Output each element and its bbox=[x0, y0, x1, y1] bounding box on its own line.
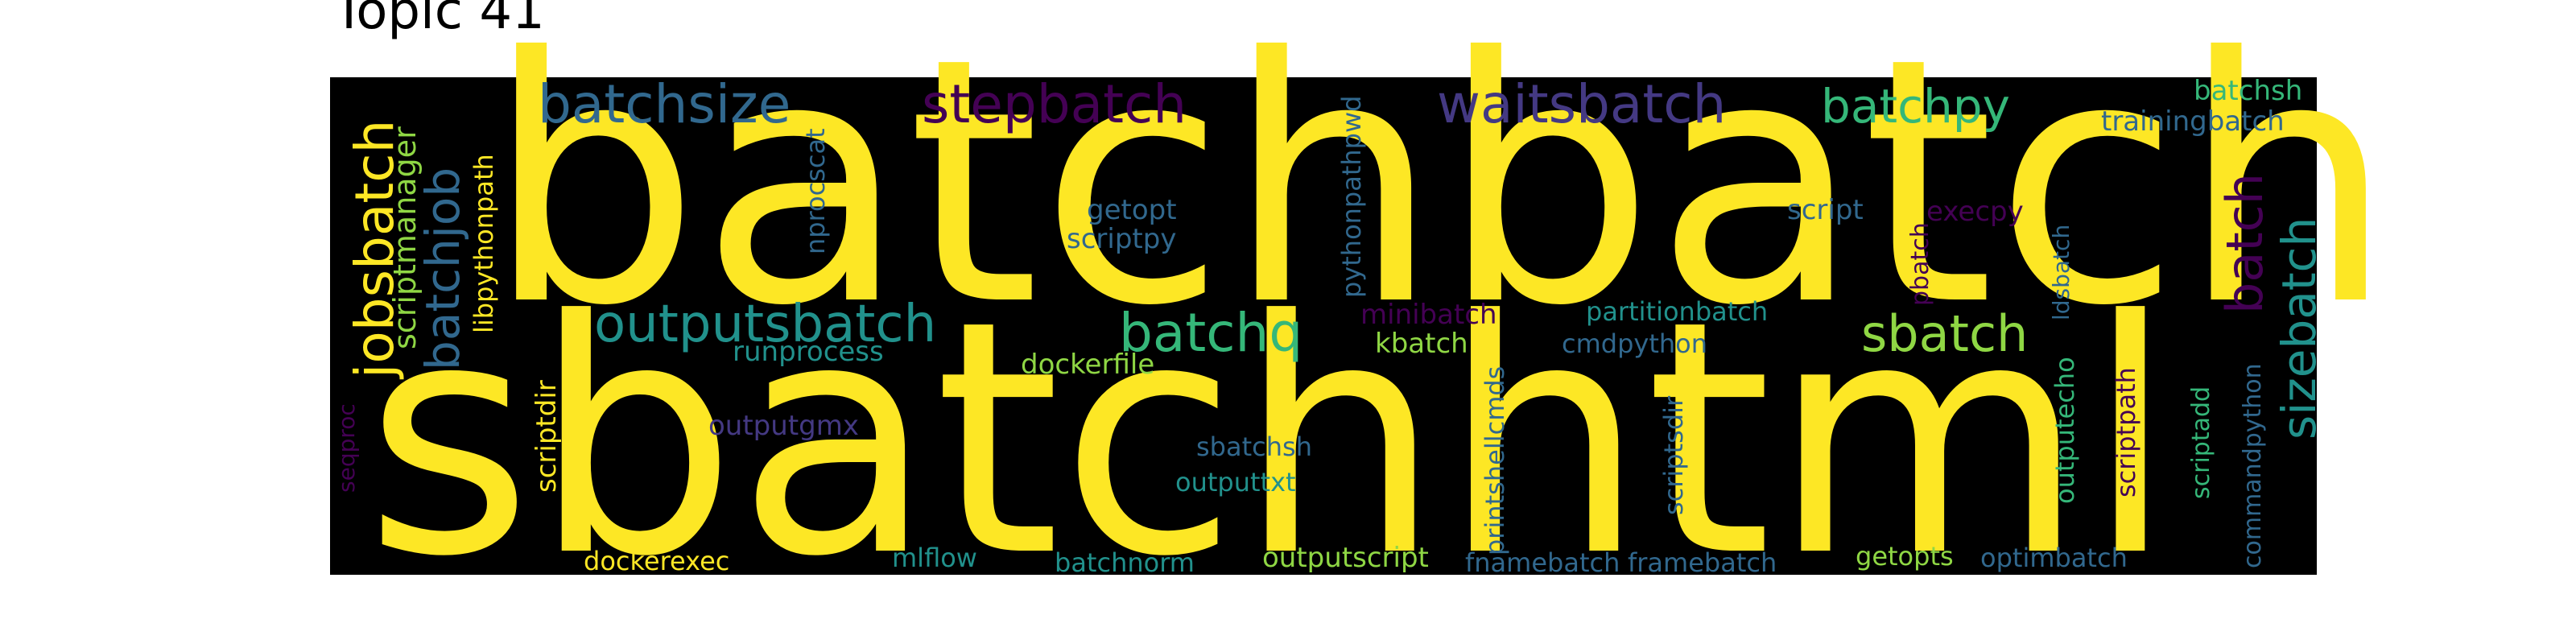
cloud-word: jobsbatch bbox=[344, 120, 406, 380]
cloud-word: libpythonpath bbox=[469, 154, 499, 333]
cloud-word: mlflow bbox=[892, 543, 977, 573]
cloud-word: seqproc bbox=[333, 403, 360, 493]
cloud-word: waitsbatch bbox=[1437, 73, 1726, 135]
cloud-word: ldsbatch bbox=[2048, 225, 2074, 320]
cloud-word: scriptmanager bbox=[387, 126, 423, 349]
cloud-word: framebatch bbox=[1628, 547, 1777, 578]
cloud-word: nprocscat bbox=[800, 128, 831, 254]
cloud-word: partitionbatch bbox=[1586, 296, 1768, 327]
cloud-word: fnamebatch bbox=[1465, 547, 1620, 578]
cloud-word: optimbatch bbox=[1980, 543, 2128, 573]
cloud-word: scriptpy bbox=[1067, 223, 1176, 255]
cloud-word: getopts bbox=[1856, 541, 1954, 572]
cloud-word: scriptsdir bbox=[1658, 395, 1689, 515]
cloud-word: cmdpython bbox=[1562, 328, 1707, 359]
cloud-word: batchsize bbox=[538, 73, 791, 135]
cloud-word: commandpython bbox=[2239, 363, 2267, 568]
cloud-word: printshellcmds bbox=[1480, 366, 1510, 555]
cloud-word: execpy bbox=[1926, 196, 2024, 228]
cloud-word: scriptdir bbox=[530, 380, 563, 493]
cloud-word: pbatch bbox=[1906, 222, 1934, 306]
cloud-word: outputsbatch bbox=[594, 295, 936, 354]
cloud-word: batch bbox=[2215, 173, 2274, 314]
cloud-word: scriptpath bbox=[2111, 367, 2141, 497]
cloud-word: stepbatch bbox=[922, 73, 1187, 135]
cloud-word: outputscript bbox=[1262, 542, 1429, 574]
cloud-word: trainingbatch bbox=[2101, 105, 2285, 138]
cloud-word: sbatch bbox=[1861, 304, 2028, 363]
cloud-word: sbatchhtml bbox=[365, 253, 2175, 627]
cloud-word: batchq bbox=[1119, 302, 1302, 364]
cloud-word: dockerfile bbox=[1021, 349, 1154, 381]
cloud-word: runprocess bbox=[733, 336, 884, 368]
cloud-word: outputtxt bbox=[1175, 467, 1296, 497]
cloud-word: sizebatch bbox=[2272, 217, 2326, 440]
cloud-word: minibatch bbox=[1360, 299, 1497, 331]
cloud-word: kbatch bbox=[1375, 328, 1468, 360]
cloud-word: dockerexec bbox=[584, 546, 729, 576]
cloud-word: batchsh bbox=[2194, 75, 2302, 107]
cloud-word: batchjob bbox=[415, 167, 470, 370]
cloud-word: getopt bbox=[1087, 194, 1177, 226]
cloud-word: pythonpathpwd bbox=[1336, 96, 1367, 298]
cloud-word: outputgmx bbox=[708, 410, 859, 442]
cloud-word: outputecho bbox=[2050, 357, 2080, 504]
cloud-word: batchpy bbox=[1821, 79, 2010, 134]
cloud-word: script bbox=[1787, 194, 1864, 226]
cloud-word: batchbatch bbox=[485, 0, 2395, 380]
cloud-word: batchnorm bbox=[1055, 547, 1195, 578]
word-cloud-background bbox=[330, 77, 2317, 575]
cloud-word: sbatchsh bbox=[1196, 431, 1312, 462]
chart-title: Topic 41 bbox=[333, 0, 545, 41]
cloud-word: scriptadd bbox=[2187, 386, 2215, 499]
